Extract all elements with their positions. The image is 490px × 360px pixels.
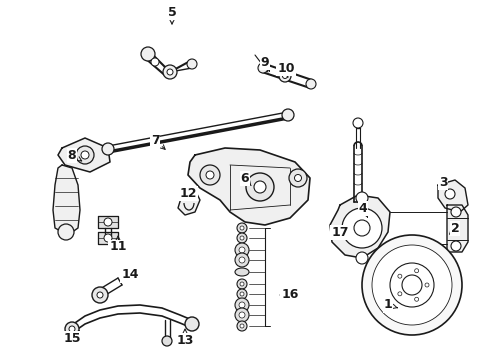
Circle shape [342,208,382,248]
Circle shape [240,236,244,240]
Circle shape [187,59,197,69]
Text: 15: 15 [63,332,81,345]
Circle shape [235,308,249,322]
Circle shape [306,79,316,89]
Circle shape [451,241,461,251]
Circle shape [240,292,244,296]
Text: 3: 3 [439,176,447,189]
Circle shape [69,326,75,332]
Circle shape [162,336,172,346]
Text: 1: 1 [384,298,392,311]
Circle shape [398,274,402,278]
Circle shape [239,257,245,263]
Polygon shape [438,180,468,212]
Circle shape [104,218,112,226]
Polygon shape [53,165,80,235]
Circle shape [362,235,462,335]
Circle shape [81,151,89,159]
Circle shape [235,253,249,267]
Circle shape [235,243,249,257]
Circle shape [200,165,220,185]
Polygon shape [98,216,118,228]
Circle shape [151,58,159,66]
Polygon shape [178,190,200,215]
Circle shape [246,173,274,201]
Circle shape [254,181,266,193]
Circle shape [76,146,94,164]
Text: 9: 9 [261,55,270,68]
Polygon shape [447,205,468,252]
Circle shape [240,226,244,230]
Text: 11: 11 [109,240,127,253]
Circle shape [258,63,268,73]
Circle shape [97,292,103,298]
Circle shape [235,298,249,312]
Circle shape [390,263,434,307]
Circle shape [206,171,214,179]
Text: 12: 12 [179,186,197,199]
Circle shape [279,70,291,82]
Circle shape [425,283,429,287]
Circle shape [353,118,363,128]
Text: 5: 5 [168,5,176,18]
Circle shape [92,287,108,303]
Circle shape [289,169,307,187]
Ellipse shape [235,268,249,276]
Text: 4: 4 [359,202,368,215]
Circle shape [163,65,177,79]
Circle shape [354,220,370,236]
Circle shape [415,269,418,273]
Circle shape [102,143,114,155]
Text: 7: 7 [150,134,159,147]
Text: 16: 16 [281,288,299,302]
Circle shape [240,324,244,328]
Polygon shape [58,138,110,172]
Text: 6: 6 [241,171,249,185]
Text: 8: 8 [68,149,76,162]
Circle shape [141,47,155,61]
Circle shape [415,297,418,301]
Circle shape [237,289,247,299]
Circle shape [237,321,247,331]
Circle shape [237,223,247,233]
Circle shape [237,233,247,243]
Text: 10: 10 [277,62,295,75]
Circle shape [282,109,294,121]
Circle shape [239,247,245,253]
Text: 2: 2 [451,221,459,234]
Text: 14: 14 [121,269,139,282]
Circle shape [239,302,245,308]
Polygon shape [330,195,390,258]
Polygon shape [98,232,118,244]
Circle shape [356,192,368,204]
Circle shape [283,73,288,78]
Text: 13: 13 [176,333,194,346]
Circle shape [185,317,199,331]
Circle shape [451,207,461,217]
Circle shape [356,252,368,264]
Circle shape [167,69,173,75]
Text: 17: 17 [331,225,349,239]
Circle shape [372,245,452,325]
Circle shape [240,282,244,286]
Circle shape [58,224,74,240]
Circle shape [402,275,422,295]
Circle shape [237,279,247,289]
Circle shape [294,175,301,181]
Circle shape [239,312,245,318]
Circle shape [104,234,112,242]
Circle shape [398,292,402,296]
Polygon shape [188,148,310,225]
Circle shape [65,322,79,336]
Circle shape [445,189,455,199]
